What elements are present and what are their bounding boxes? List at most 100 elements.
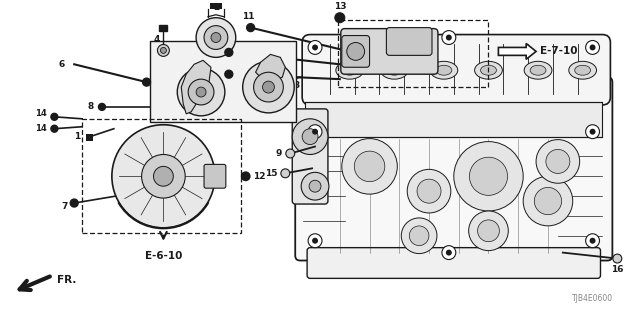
Text: 6: 6 xyxy=(58,60,64,69)
Circle shape xyxy=(51,125,58,132)
Circle shape xyxy=(586,41,600,54)
Circle shape xyxy=(292,119,328,155)
Circle shape xyxy=(99,103,106,110)
Circle shape xyxy=(534,188,561,215)
Text: E-6-10: E-6-10 xyxy=(145,251,182,260)
FancyBboxPatch shape xyxy=(302,35,611,105)
Bar xyxy=(338,20,488,87)
Circle shape xyxy=(536,140,580,183)
Ellipse shape xyxy=(530,65,546,75)
Circle shape xyxy=(211,33,221,43)
FancyBboxPatch shape xyxy=(307,248,600,278)
Circle shape xyxy=(613,254,622,263)
Text: 13: 13 xyxy=(333,2,346,11)
Bar xyxy=(86,134,93,140)
Ellipse shape xyxy=(336,61,364,79)
FancyBboxPatch shape xyxy=(342,36,369,67)
Circle shape xyxy=(477,220,499,242)
Circle shape xyxy=(157,44,170,56)
Circle shape xyxy=(308,234,322,248)
Circle shape xyxy=(196,87,206,97)
Text: 12: 12 xyxy=(253,172,265,181)
Ellipse shape xyxy=(569,61,596,79)
Circle shape xyxy=(446,35,452,41)
Bar xyxy=(210,3,222,9)
Text: 8: 8 xyxy=(88,102,94,111)
Circle shape xyxy=(308,41,322,54)
Circle shape xyxy=(446,250,452,256)
Bar xyxy=(305,102,602,137)
Text: 14: 14 xyxy=(35,124,47,133)
Polygon shape xyxy=(255,54,285,80)
Circle shape xyxy=(141,155,185,198)
Ellipse shape xyxy=(342,65,358,75)
Circle shape xyxy=(309,180,321,192)
Text: 7: 7 xyxy=(61,202,67,211)
Circle shape xyxy=(442,31,456,44)
Circle shape xyxy=(312,238,318,244)
Ellipse shape xyxy=(436,65,452,75)
Ellipse shape xyxy=(430,61,458,79)
Circle shape xyxy=(308,125,322,139)
Text: 3: 3 xyxy=(293,81,300,90)
Circle shape xyxy=(188,79,214,105)
Text: FR.: FR. xyxy=(58,275,77,285)
Circle shape xyxy=(177,68,225,116)
Circle shape xyxy=(161,47,166,53)
Ellipse shape xyxy=(481,65,497,75)
Circle shape xyxy=(401,218,437,253)
Circle shape xyxy=(469,157,508,196)
Text: 10: 10 xyxy=(211,70,223,79)
Text: 11: 11 xyxy=(243,12,255,21)
Polygon shape xyxy=(181,60,211,114)
Circle shape xyxy=(417,179,441,203)
Circle shape xyxy=(586,234,600,248)
Ellipse shape xyxy=(387,65,403,75)
Text: E-7-10: E-7-10 xyxy=(540,46,577,56)
Circle shape xyxy=(225,70,233,78)
FancyArrow shape xyxy=(499,44,536,59)
Circle shape xyxy=(154,166,173,186)
Circle shape xyxy=(70,199,78,207)
Bar xyxy=(159,25,168,31)
Circle shape xyxy=(301,172,329,200)
FancyBboxPatch shape xyxy=(295,77,612,260)
Circle shape xyxy=(407,169,451,213)
Circle shape xyxy=(225,48,233,56)
Text: 5: 5 xyxy=(168,90,175,99)
Circle shape xyxy=(243,61,294,113)
Circle shape xyxy=(586,125,600,139)
Text: 2: 2 xyxy=(213,3,219,12)
Circle shape xyxy=(589,44,596,51)
Circle shape xyxy=(312,129,318,135)
Circle shape xyxy=(143,78,150,86)
Circle shape xyxy=(196,18,236,57)
Ellipse shape xyxy=(380,61,408,79)
FancyBboxPatch shape xyxy=(387,28,432,55)
Circle shape xyxy=(204,26,228,49)
Text: 16: 16 xyxy=(611,266,623,275)
FancyBboxPatch shape xyxy=(204,164,226,188)
Text: 15: 15 xyxy=(265,169,277,178)
Circle shape xyxy=(589,238,596,244)
Circle shape xyxy=(546,149,570,173)
Circle shape xyxy=(253,72,284,102)
Text: 4: 4 xyxy=(153,36,159,44)
Ellipse shape xyxy=(475,61,502,79)
Text: 1: 1 xyxy=(74,132,80,141)
Ellipse shape xyxy=(524,61,552,79)
Circle shape xyxy=(410,226,429,245)
Circle shape xyxy=(286,149,295,158)
Circle shape xyxy=(302,129,318,145)
Circle shape xyxy=(589,129,596,135)
Bar xyxy=(82,119,241,233)
FancyBboxPatch shape xyxy=(341,28,438,74)
Circle shape xyxy=(281,169,290,178)
Circle shape xyxy=(355,151,385,182)
Circle shape xyxy=(51,113,58,120)
Ellipse shape xyxy=(575,65,591,75)
Text: 14: 14 xyxy=(35,109,47,118)
Circle shape xyxy=(312,44,318,51)
Circle shape xyxy=(468,211,508,251)
FancyBboxPatch shape xyxy=(292,109,328,204)
